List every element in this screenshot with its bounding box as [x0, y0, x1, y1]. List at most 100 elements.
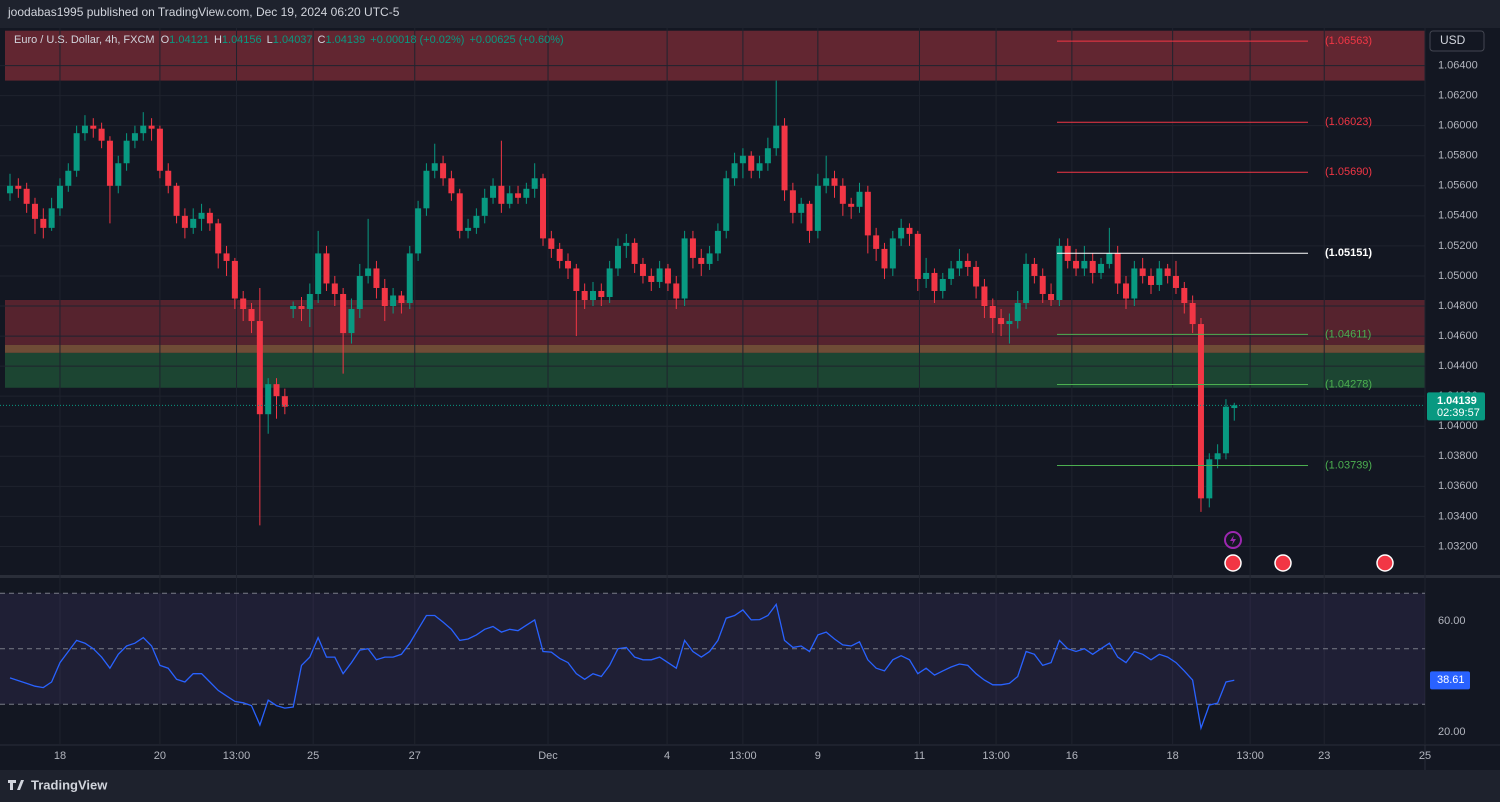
candle-body: [889, 238, 896, 269]
candle-body: [1222, 406, 1229, 454]
candle-body: [90, 125, 97, 129]
candle-body: [731, 163, 738, 179]
candle-body: [306, 293, 313, 310]
candle-body: [556, 248, 563, 261]
candle-body: [248, 309, 255, 322]
candle-body: [1039, 275, 1046, 294]
candle-body: [223, 253, 230, 261]
last-price-box: [1427, 392, 1485, 421]
candle-body: [415, 208, 422, 254]
rsi-line: [9, 602, 1235, 731]
candle-body: [656, 268, 663, 282]
candle-body: [789, 190, 796, 213]
candle-body: [814, 185, 821, 231]
candle-body: [481, 197, 488, 216]
candle-body: [431, 163, 438, 171]
candle-body: [356, 275, 363, 310]
candle-body: [548, 238, 555, 249]
x-tick-label: 25: [1419, 750, 1431, 762]
publisher: joodabas1995 published on TradingView.co…: [7, 5, 400, 19]
candle-body: [1048, 293, 1055, 300]
candle-body: [873, 235, 880, 249]
candle-body: [614, 245, 621, 269]
candle-body: [181, 215, 188, 228]
last-price-label: 1.04139: [1437, 395, 1477, 407]
us-event[interactable]: [1274, 554, 1292, 572]
candle-body: [406, 253, 413, 304]
level-label: (1.05151): [1325, 247, 1372, 259]
y-tick-label: 1.03200: [1438, 540, 1478, 552]
level-label: (1.04278): [1325, 378, 1372, 390]
candle-body: [1123, 283, 1130, 299]
candle-body: [856, 191, 863, 207]
x-tick-label: Dec: [538, 750, 558, 762]
candle-body: [1056, 245, 1063, 300]
candle-body: [1147, 275, 1154, 285]
y-tick-label: 1.06200: [1438, 90, 1478, 102]
candle-body: [331, 283, 338, 294]
legend: Euro / U.S. Dollar, 4h, FXCM O1.04121 H1.0…: [14, 34, 564, 46]
candle-body: [473, 215, 480, 228]
level-label: (1.05690): [1325, 166, 1372, 178]
candle-body: [340, 293, 347, 334]
candle-body: [240, 298, 247, 310]
candle-body: [515, 193, 522, 198]
candle-body: [498, 185, 505, 204]
y-tick-label: 1.04600: [1438, 330, 1478, 342]
candle-body: [956, 260, 963, 269]
candle-body: [106, 140, 113, 186]
candle-body: [423, 170, 430, 209]
legend-change: +0.00625 (+0.60%): [469, 34, 563, 46]
candle-body: [1073, 260, 1080, 269]
candle-body: [365, 268, 372, 276]
candle-body: [589, 290, 596, 300]
legend-value: 1.04156: [222, 34, 262, 46]
candle-body: [914, 233, 921, 279]
us-event[interactable]: [1376, 554, 1394, 572]
zone: [5, 352, 1425, 388]
candle-body: [31, 203, 38, 219]
candle-body: [648, 275, 655, 282]
candle-body: [531, 178, 538, 189]
candle-body: [565, 260, 572, 269]
us-event[interactable]: [1224, 554, 1242, 572]
x-tick-label: 13:00: [729, 750, 757, 762]
candle-body: [639, 263, 646, 276]
candle-body: [140, 125, 147, 134]
candle-body: [440, 163, 447, 179]
candle-body: [714, 230, 721, 254]
candle-body: [273, 384, 280, 397]
candle-body: [23, 188, 30, 204]
candle-body: [839, 185, 846, 204]
y-tick-label: 1.05600: [1438, 180, 1478, 192]
candle-body: [1164, 268, 1171, 276]
candle-body: [1114, 253, 1121, 284]
candle-body: [739, 155, 746, 164]
candle-body: [698, 257, 705, 264]
candle-body: [973, 266, 980, 287]
candle-body: [1098, 263, 1105, 273]
plot-area: 1.06400 1.06200 1.06000 1.05800 1.05600 1.054…: [0, 28, 1500, 770]
candle-body: [15, 185, 22, 189]
candle-body: [390, 295, 397, 307]
candle-body: [1106, 253, 1113, 264]
candle-body: [1206, 459, 1213, 499]
candle-body: [1006, 321, 1013, 325]
y-tick-label: 1.03600: [1438, 480, 1478, 492]
x-tick-label: 23: [1318, 750, 1330, 762]
candle-body: [848, 203, 855, 207]
level-label: (1.06563): [1325, 35, 1372, 47]
event-icon[interactable]: [1224, 531, 1242, 549]
candle-body: [56, 185, 63, 209]
candle-body: [373, 268, 380, 288]
x-tick-label: 27: [409, 750, 421, 762]
level-label: (1.04611): [1325, 328, 1371, 340]
candle-body: [165, 170, 172, 186]
candle-body: [598, 290, 605, 297]
candle-body: [1156, 268, 1163, 285]
candle-body: [748, 155, 755, 171]
candle-body: [1089, 260, 1096, 273]
candle-body: [206, 212, 213, 224]
candle-body: [573, 268, 580, 291]
